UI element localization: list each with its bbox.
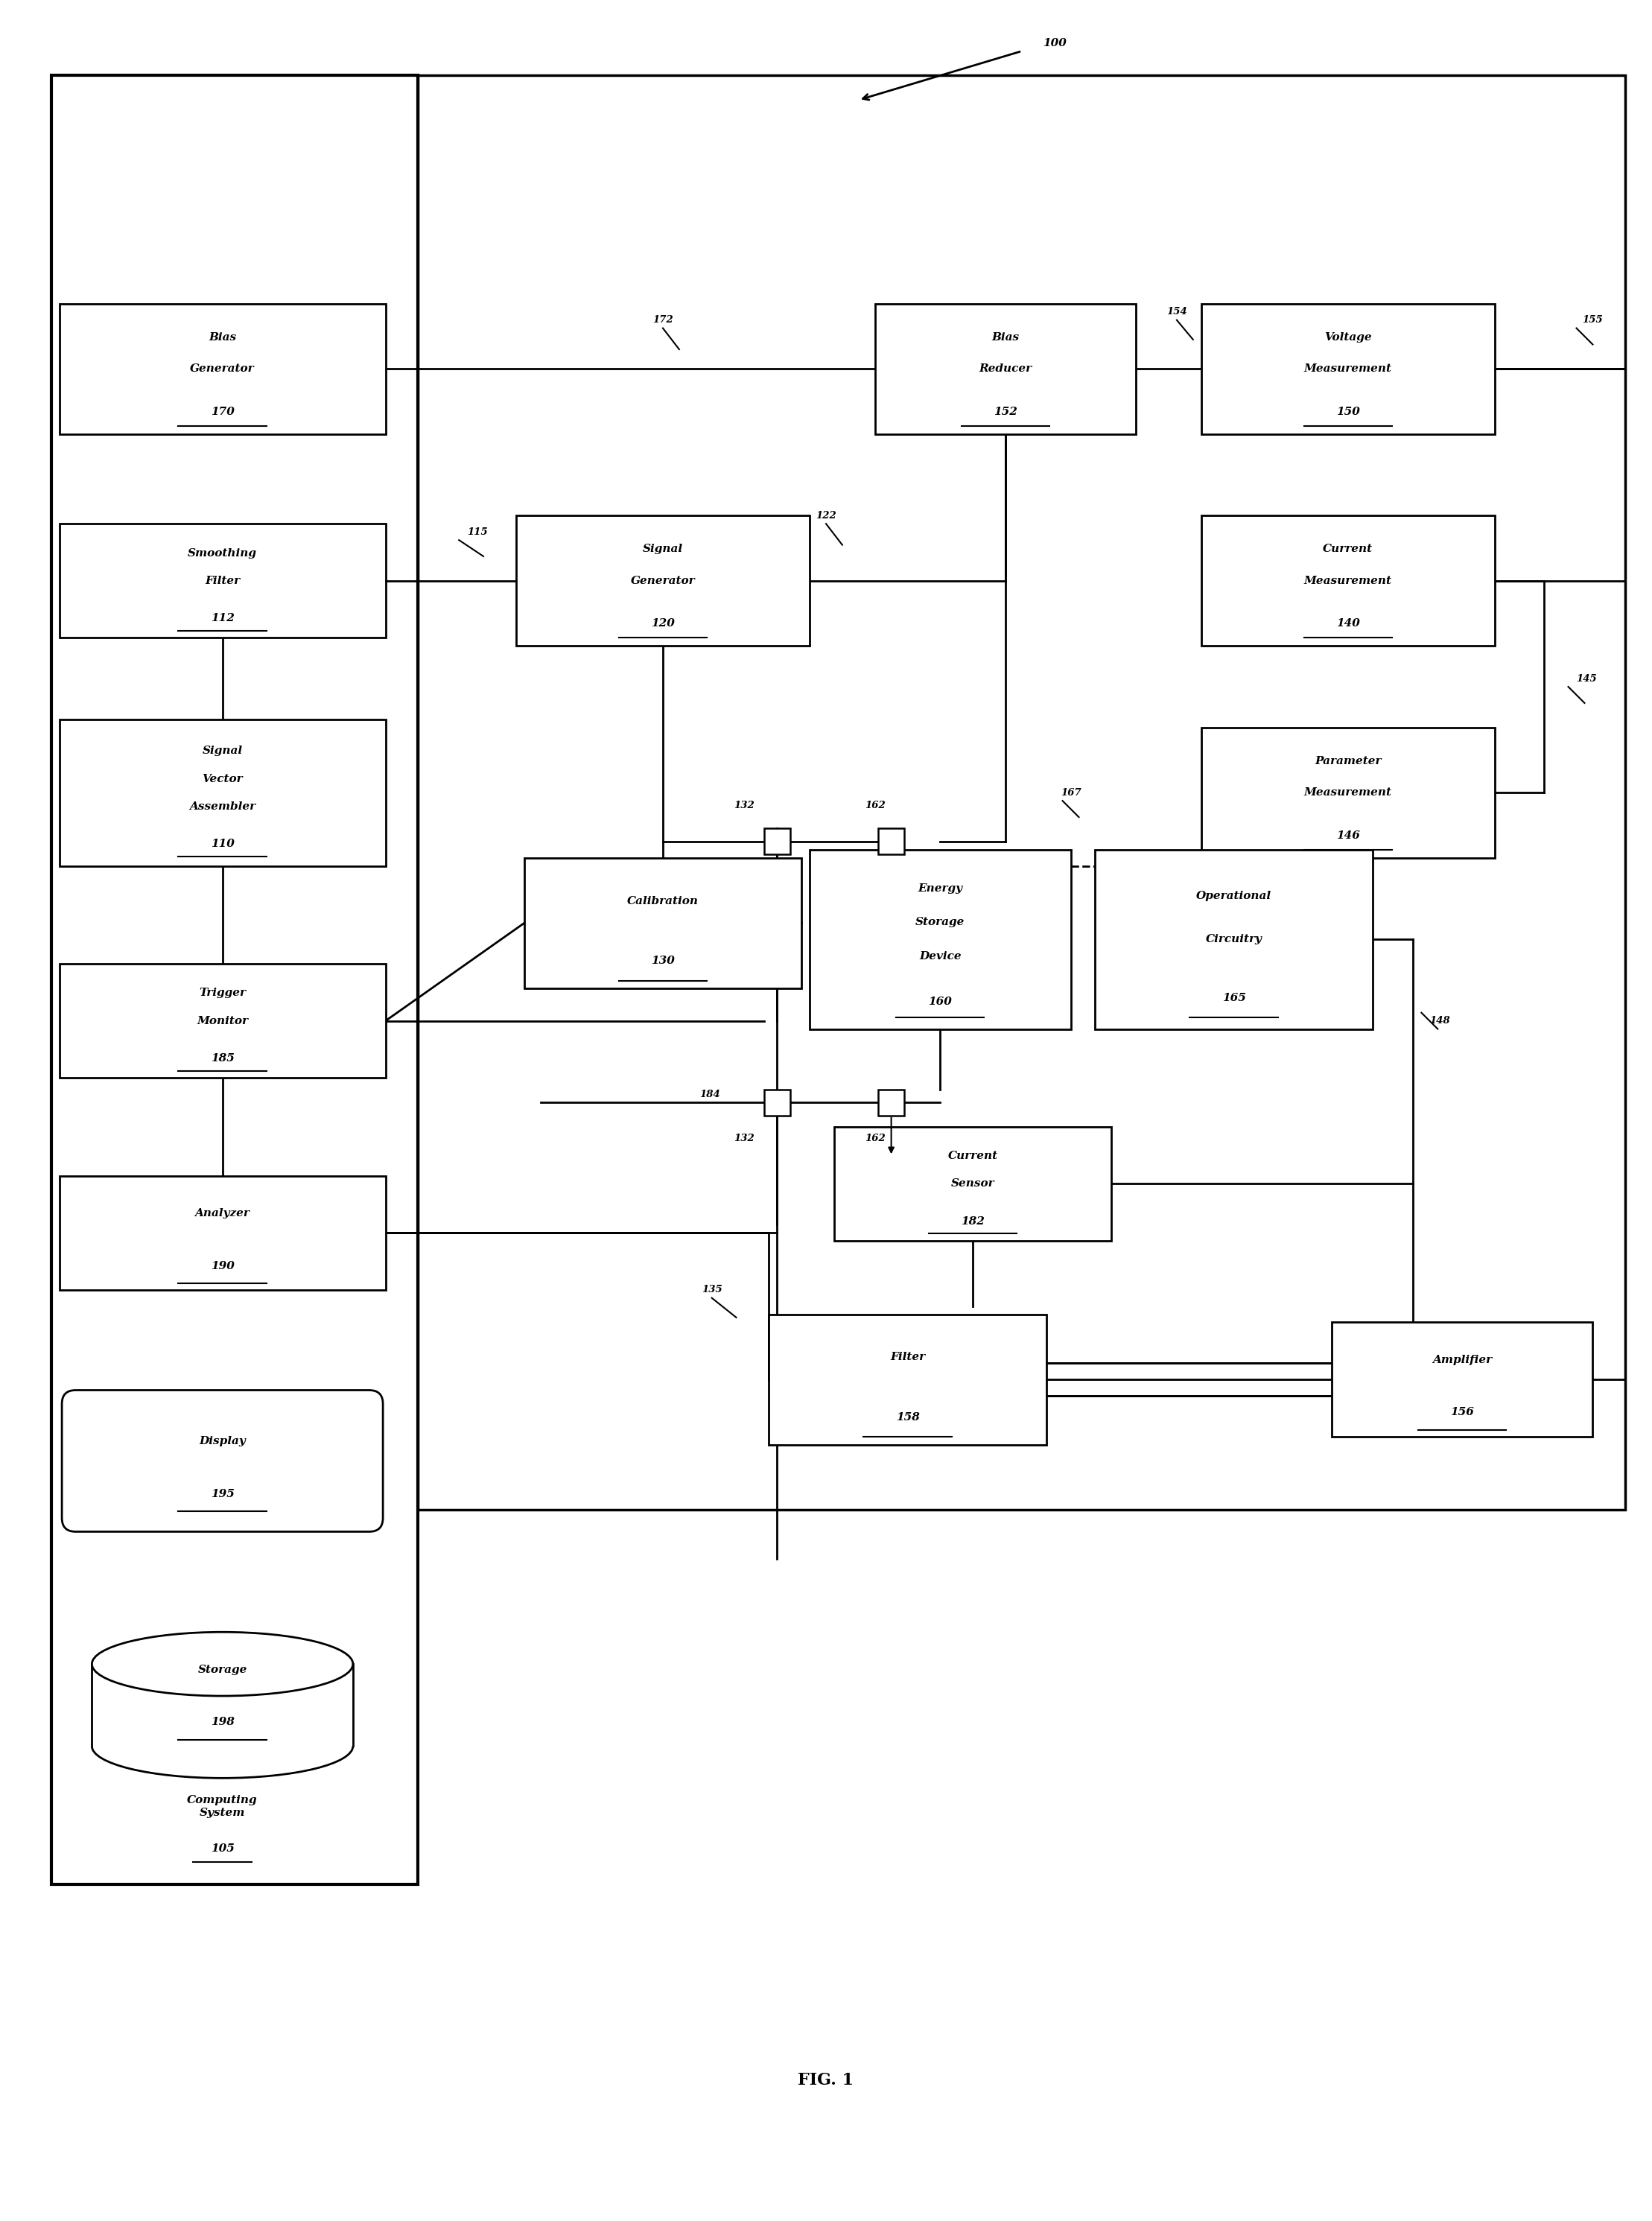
Text: Bias: Bias <box>208 331 236 342</box>
Bar <box>59 1175 385 1290</box>
Text: 185: 185 <box>210 1053 235 1064</box>
Text: Trigger: Trigger <box>198 988 246 999</box>
Text: Bias: Bias <box>991 331 1019 342</box>
Text: 100: 100 <box>1042 38 1066 49</box>
Text: Device: Device <box>919 951 961 962</box>
Text: 148: 148 <box>1429 1015 1450 1026</box>
Text: 158: 158 <box>895 1413 920 1421</box>
Text: 112: 112 <box>210 613 235 624</box>
Text: 170: 170 <box>210 406 235 418</box>
Text: Reducer: Reducer <box>980 364 1032 373</box>
Text: 182: 182 <box>961 1217 985 1226</box>
Text: Filter: Filter <box>890 1353 925 1361</box>
Text: Smoothing: Smoothing <box>188 549 258 557</box>
Bar <box>763 828 790 855</box>
Bar <box>524 857 801 988</box>
Text: 190: 190 <box>210 1262 235 1270</box>
Text: 132: 132 <box>733 1133 755 1144</box>
Ellipse shape <box>93 1632 354 1697</box>
Text: Current: Current <box>948 1150 998 1162</box>
Text: Display: Display <box>198 1437 246 1446</box>
Text: Energy: Energy <box>919 884 963 893</box>
Bar <box>879 828 904 855</box>
Text: 154: 154 <box>1166 306 1188 318</box>
Text: Amplifier: Amplifier <box>1432 1355 1492 1366</box>
Text: 146: 146 <box>1336 831 1360 842</box>
Text: 165: 165 <box>1222 993 1246 1004</box>
Text: Circuitry: Circuitry <box>1206 935 1262 944</box>
Text: FIG. 1: FIG. 1 <box>798 2072 854 2088</box>
Text: 120: 120 <box>651 617 674 629</box>
Bar <box>515 515 809 646</box>
Bar <box>59 304 385 433</box>
Bar <box>879 1088 904 1115</box>
Text: Calibration: Calibration <box>628 895 699 906</box>
Text: 195: 195 <box>210 1488 235 1499</box>
Bar <box>809 851 1070 1028</box>
Text: Generator: Generator <box>631 575 695 586</box>
Text: Analyzer: Analyzer <box>195 1208 249 1219</box>
Text: Operational: Operational <box>1196 891 1272 902</box>
Bar <box>59 524 385 637</box>
Text: 162: 162 <box>864 1133 885 1144</box>
Text: Measurement: Measurement <box>1303 788 1393 797</box>
Text: 198: 198 <box>210 1717 235 1728</box>
Bar <box>834 1126 1112 1242</box>
Bar <box>1332 1321 1593 1437</box>
Text: Monitor: Monitor <box>197 1015 248 1026</box>
Text: 155: 155 <box>1583 315 1602 324</box>
Text: Measurement: Measurement <box>1303 575 1393 586</box>
Bar <box>768 1315 1046 1444</box>
Text: 167: 167 <box>1061 788 1080 797</box>
Text: 156: 156 <box>1450 1408 1474 1417</box>
Text: 110: 110 <box>210 840 235 848</box>
Text: 162: 162 <box>864 802 885 811</box>
Bar <box>93 1664 354 1746</box>
Text: 105: 105 <box>210 1843 235 1855</box>
Text: 130: 130 <box>651 955 674 966</box>
Text: Measurement: Measurement <box>1303 364 1393 373</box>
Text: 184: 184 <box>699 1088 720 1099</box>
Bar <box>1095 851 1373 1028</box>
Text: 115: 115 <box>468 526 487 537</box>
Bar <box>763 1088 790 1115</box>
Text: 132: 132 <box>733 802 755 811</box>
Text: 145: 145 <box>1576 673 1597 684</box>
Text: 140: 140 <box>1336 617 1360 629</box>
Text: 122: 122 <box>816 511 836 520</box>
Bar <box>59 720 385 866</box>
Bar <box>59 964 385 1077</box>
Text: Signal: Signal <box>202 746 243 757</box>
Text: 160: 160 <box>928 997 952 1008</box>
Bar <box>418 76 1626 1510</box>
FancyBboxPatch shape <box>61 1390 383 1532</box>
Text: Assembler: Assembler <box>190 802 256 811</box>
Text: Current: Current <box>1323 544 1373 555</box>
Text: 152: 152 <box>993 406 1018 418</box>
Text: Sensor: Sensor <box>952 1179 995 1188</box>
Text: Generator: Generator <box>190 364 254 373</box>
Text: Signal: Signal <box>643 544 682 555</box>
Text: Parameter: Parameter <box>1315 755 1381 766</box>
Text: Filter: Filter <box>205 575 240 586</box>
Text: Voltage: Voltage <box>1325 331 1371 342</box>
Text: 135: 135 <box>702 1286 722 1295</box>
Text: Computing
System: Computing System <box>187 1795 258 1817</box>
Bar <box>1201 515 1495 646</box>
Bar <box>51 76 418 1886</box>
Text: 172: 172 <box>653 315 674 324</box>
Text: Storage: Storage <box>915 917 965 928</box>
Bar <box>876 304 1137 433</box>
Text: Vector: Vector <box>202 773 243 784</box>
Bar <box>1201 304 1495 433</box>
Text: Storage: Storage <box>198 1664 248 1675</box>
Text: 150: 150 <box>1336 406 1360 418</box>
Bar <box>1201 728 1495 857</box>
